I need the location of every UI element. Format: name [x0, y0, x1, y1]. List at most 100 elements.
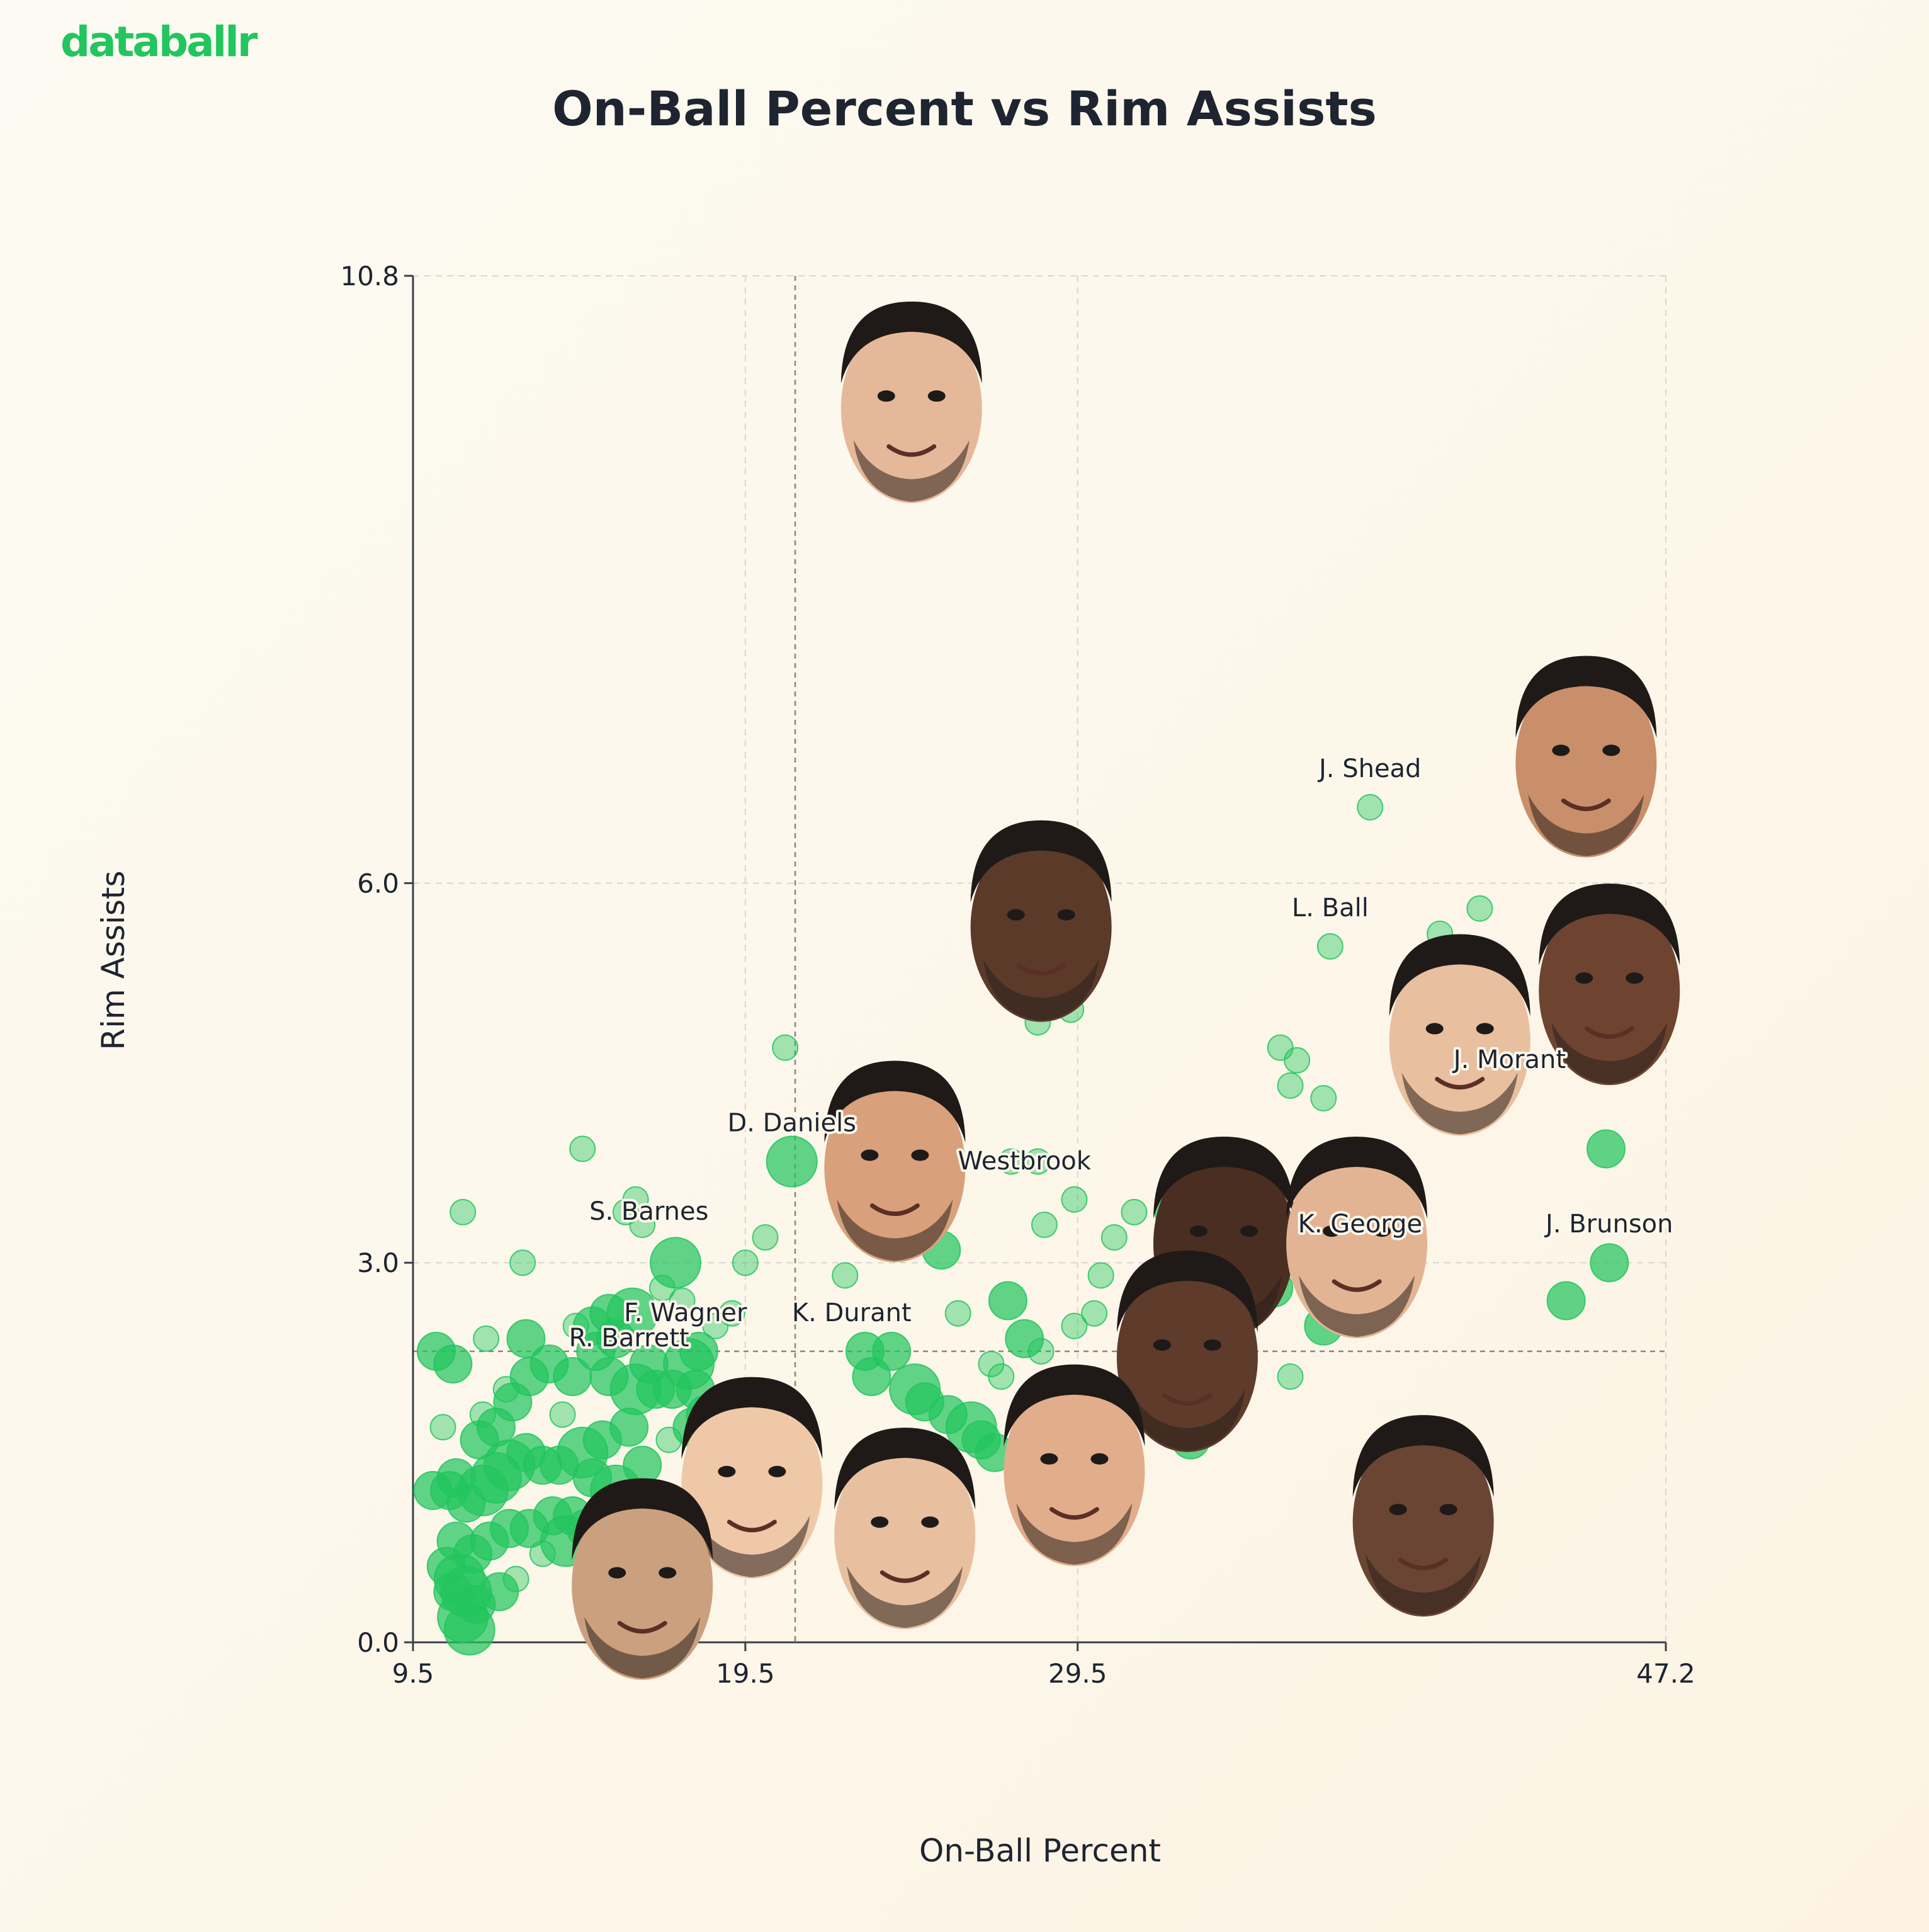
face-shape: [840, 314, 982, 503]
beard-shape: [1528, 794, 1644, 856]
data-point: [1310, 1085, 1337, 1112]
beard-shape: [1016, 1503, 1133, 1565]
data-point: [852, 1357, 891, 1397]
face-shape: [1515, 668, 1657, 858]
face-shape: [970, 832, 1112, 1022]
left-eye: [861, 1149, 879, 1161]
face-shape: [824, 1073, 966, 1263]
player-headshot: [1004, 1364, 1145, 1566]
y-tick-label: 3.0: [357, 1247, 399, 1278]
mouth: [1016, 963, 1066, 976]
right-eye: [1602, 744, 1621, 756]
data-point: [766, 1135, 818, 1188]
face-shape: [681, 1389, 823, 1579]
data-point: [772, 1034, 799, 1061]
mouth: [1398, 1557, 1449, 1571]
point-label: Westbrook: [958, 1147, 1092, 1176]
data-point: [622, 1186, 649, 1213]
x-tick-label: 29.5: [1048, 1658, 1107, 1689]
data-point: [433, 1344, 473, 1384]
data-point: [669, 1287, 696, 1314]
data-point: [1087, 1262, 1114, 1289]
left-eye: [1575, 972, 1593, 984]
player-headshot: [1539, 884, 1680, 1086]
data-point: [978, 1350, 1005, 1377]
mouth: [886, 444, 937, 457]
hair-shape: [1153, 1137, 1294, 1219]
data-point: [473, 1325, 500, 1352]
data-point: [1031, 1211, 1058, 1238]
player-headshot: [970, 820, 1112, 1022]
beard-shape: [1129, 1389, 1245, 1451]
beard-shape: [853, 440, 970, 502]
data-point: [655, 1426, 682, 1453]
data-point: [469, 1401, 496, 1428]
data-point: [509, 1249, 536, 1276]
player-headshot: [840, 301, 982, 503]
data-point: [529, 1344, 569, 1384]
data-point: [506, 1319, 546, 1358]
player-headshot: [1116, 1250, 1258, 1452]
face-shape: [1539, 896, 1680, 1086]
data-point: [1100, 1224, 1128, 1251]
right-eye: [911, 1149, 929, 1161]
right-eye: [659, 1567, 677, 1579]
right-eye: [1057, 909, 1075, 921]
point-labels: J. Shead L. Ball J. Morant J. Brunson K. Geo…: [567, 752, 1676, 1355]
beard-shape: [694, 1515, 810, 1577]
y-tick-label: 10.8: [340, 261, 399, 292]
face-shape: [1116, 1263, 1258, 1452]
data-point: [1121, 1198, 1148, 1225]
point-label: J. Shead: [1317, 754, 1421, 783]
data-point: [752, 1224, 779, 1251]
data-point: [549, 1401, 576, 1428]
beard-shape: [983, 958, 1099, 1021]
data-point: [1081, 1300, 1108, 1327]
data-point: [1466, 895, 1493, 922]
mouth: [1561, 798, 1611, 812]
player-headshot: [572, 1478, 713, 1680]
beard-shape: [1401, 1072, 1518, 1135]
left-eye: [1189, 1225, 1208, 1237]
player-headshot: [1286, 1137, 1428, 1339]
point-label: J. Brunson: [1544, 1210, 1673, 1239]
beard-shape: [1299, 1275, 1415, 1338]
hair-shape: [1004, 1364, 1145, 1446]
data-point: [443, 1603, 495, 1656]
data-point: [1316, 933, 1344, 960]
player-headshots: [572, 301, 1680, 1680]
data-point: [1357, 793, 1384, 821]
mouth: [880, 1570, 930, 1583]
beard-shape: [1365, 1554, 1481, 1616]
player-headshot: [1389, 934, 1530, 1136]
data-point: [636, 1370, 676, 1409]
data-point: [832, 1262, 859, 1289]
data-point: [718, 1300, 745, 1327]
left-eye: [1323, 1225, 1341, 1237]
point-label: L. Ball: [1292, 894, 1369, 923]
point-label: S. Barnes: [589, 1197, 708, 1226]
x-axis-label: On-Ball Percent: [919, 1833, 1162, 1869]
point-label: J. Morant: [1452, 1045, 1566, 1074]
data-point: [1061, 1312, 1088, 1339]
data-point: [450, 1198, 477, 1225]
left-eye: [1552, 744, 1570, 756]
beard-shape: [837, 1199, 953, 1261]
point-label: K. Durant: [792, 1298, 912, 1327]
data-point: [998, 1148, 1025, 1175]
chart-title: On-Ball Percent vs Rim Assists: [552, 81, 1377, 137]
right-eye: [921, 1516, 939, 1528]
point-label: F. Wagner: [624, 1298, 747, 1327]
hair-shape: [1286, 1137, 1428, 1219]
hair-shape: [970, 820, 1112, 902]
hair-shape: [681, 1377, 823, 1459]
data-point: [732, 1249, 759, 1276]
mouth: [617, 1621, 667, 1634]
data-point: [569, 1135, 596, 1162]
mouth: [727, 1520, 777, 1533]
mouth: [1435, 1077, 1485, 1090]
data-point: [429, 1414, 456, 1441]
right-eye: [1439, 1504, 1457, 1516]
data-point: [1277, 1363, 1304, 1390]
